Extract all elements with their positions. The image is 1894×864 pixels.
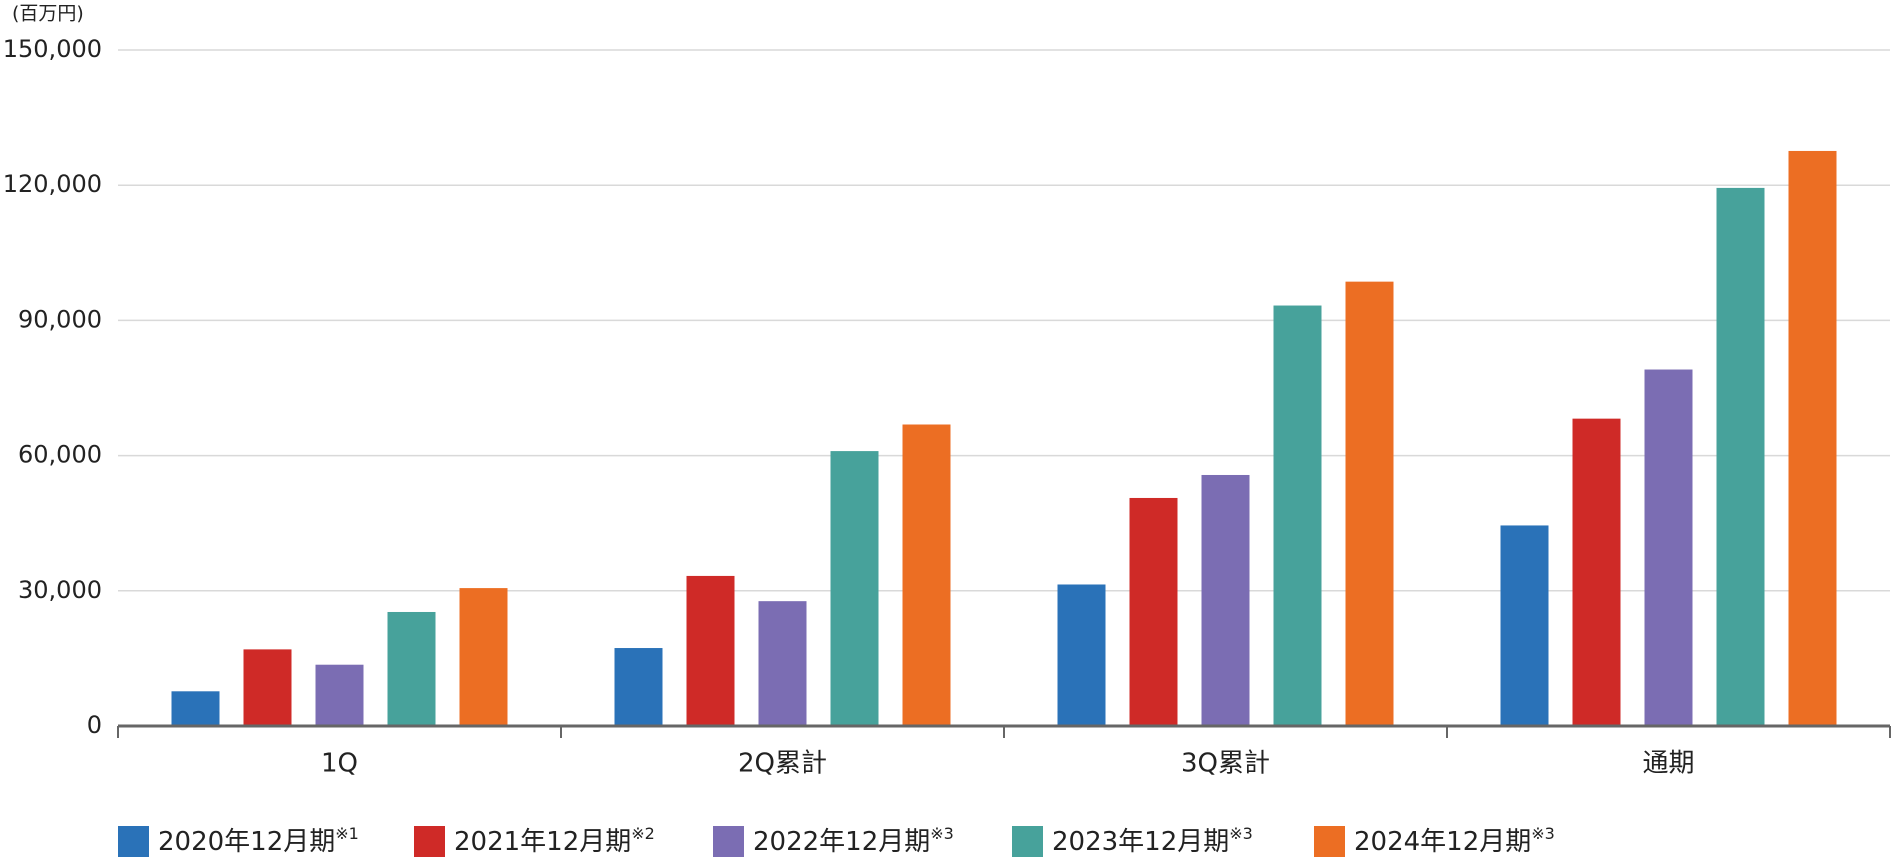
legend-swatch xyxy=(713,826,744,857)
bar xyxy=(1716,187,1765,727)
x-tick-label: 通期 xyxy=(1642,749,1694,779)
legend-name: 2024年12月期 xyxy=(1354,827,1531,857)
x-tick-label: 2Q累計 xyxy=(738,749,827,779)
y-tick-label: 150,000 xyxy=(3,35,102,63)
legend-note: ※3 xyxy=(1229,824,1253,843)
bar xyxy=(1201,474,1250,726)
bar xyxy=(686,575,735,726)
bar xyxy=(243,649,292,726)
legend-label: 2024年12月期※3 xyxy=(1354,824,1555,857)
bar xyxy=(315,664,364,726)
legend-swatch xyxy=(414,826,445,857)
bar xyxy=(758,601,807,726)
bar xyxy=(902,424,951,726)
legend-note: ※3 xyxy=(1531,824,1555,843)
legend-name: 2021年12月期 xyxy=(454,827,631,857)
legend-swatch xyxy=(118,826,149,857)
y-tick-label: 120,000 xyxy=(3,170,102,198)
bar xyxy=(1129,497,1178,726)
bar xyxy=(1057,584,1106,726)
bar xyxy=(1345,281,1394,726)
x-tick-label: 3Q累計 xyxy=(1181,749,1270,779)
y-tick-label: 90,000 xyxy=(18,305,102,333)
bar xyxy=(614,648,663,726)
bar xyxy=(171,691,220,726)
legend-note: ※1 xyxy=(335,824,359,843)
legend-note: ※2 xyxy=(631,824,655,843)
legend-swatch xyxy=(1012,826,1043,857)
bar xyxy=(1273,305,1322,726)
legend-name: 2023年12月期 xyxy=(1052,827,1229,857)
bar xyxy=(459,588,508,726)
legend-label: 2023年12月期※3 xyxy=(1052,824,1253,857)
legend-name: 2020年12月期 xyxy=(158,827,335,857)
y-tick-label: 30,000 xyxy=(18,576,102,604)
legend-name: 2022年12月期 xyxy=(753,827,930,857)
y-tick-label: 0 xyxy=(87,711,102,739)
y-tick-label: 60,000 xyxy=(18,441,102,469)
bar xyxy=(1500,525,1549,726)
bar xyxy=(1572,418,1621,726)
bar xyxy=(387,611,436,726)
bar xyxy=(1644,369,1693,726)
x-tick-label: 1Q xyxy=(321,749,358,779)
legend-note: ※3 xyxy=(930,824,954,843)
legend-swatch xyxy=(1314,826,1345,857)
unit-label: (百万円) xyxy=(12,3,84,25)
bar xyxy=(830,451,879,726)
legend-label: 2021年12月期※2 xyxy=(454,824,655,857)
bar xyxy=(1788,150,1837,726)
legend-label: 2022年12月期※3 xyxy=(753,824,954,857)
legend-label: 2020年12月期※1 xyxy=(158,824,359,857)
